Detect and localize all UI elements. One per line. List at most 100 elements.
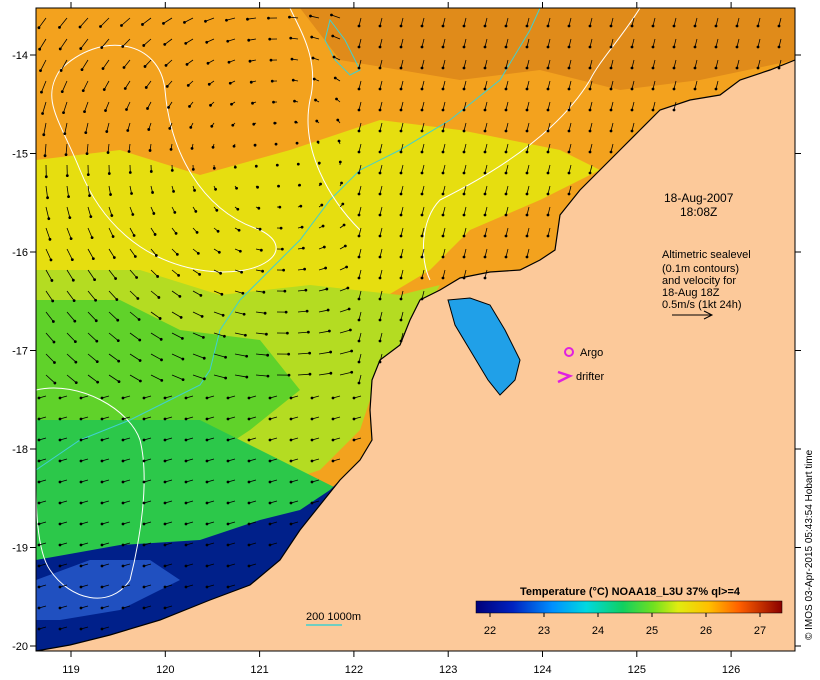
velocity-arrow-head [378, 339, 382, 343]
velocity-arrow-head [37, 396, 41, 400]
velocity-arrow-head [777, 24, 781, 28]
velocity-arrow [185, 38, 194, 44]
velocity-arrow-head [567, 45, 571, 49]
velocity-arrow [129, 248, 136, 257]
velocity-arrow-head [378, 24, 382, 28]
velocity-arrow-head [205, 40, 209, 44]
velocity-arrow [192, 374, 205, 380]
velocity-arrow [213, 332, 225, 337]
velocity-arrow-head [70, 258, 74, 262]
velocity-arrow-head [226, 459, 230, 463]
velocity-arrow-head [314, 98, 317, 102]
velocity-arrow-head [201, 335, 205, 339]
velocity-arrow [213, 353, 226, 358]
velocity-arrow-head [350, 349, 354, 353]
velocity-arrow-head [121, 522, 125, 526]
velocity-arrow [81, 59, 89, 70]
velocity-arrow-head [289, 459, 293, 463]
velocity-arrow-head [378, 318, 382, 322]
velocity-arrow-head [310, 417, 314, 421]
velocity-arrow-head [236, 207, 240, 211]
velocity-arrow-head [199, 293, 203, 297]
velocity-arrow-head [156, 275, 160, 278]
velocity-arrow-head [357, 381, 361, 385]
velocity-arrow [108, 227, 114, 237]
velocity-arrow-head [160, 358, 163, 362]
sealevel-contour [422, 8, 641, 281]
velocity-arrow [87, 290, 96, 301]
velocity-arrow-head [567, 150, 571, 154]
velocity-arrow-head [141, 23, 144, 26]
velocity-arrow-head [338, 160, 342, 164]
velocity-arrow-head [79, 522, 83, 526]
velocity-arrow [87, 227, 93, 238]
velocity-arrow-head [211, 145, 215, 149]
velocity-arrow-head [58, 25, 61, 29]
velocity-arrow-head [268, 37, 272, 41]
velocity-arrow-head [337, 139, 341, 143]
velocity-arrow-head [273, 121, 277, 125]
velocity-arrow [150, 311, 161, 319]
lon-tick-label: 124 [533, 664, 551, 676]
velocity-arrow-head [279, 226, 283, 230]
velocity-arrow-head [378, 45, 382, 49]
velocity-arrow-head [525, 129, 529, 133]
velocity-arrow-head [399, 297, 403, 301]
velocity-arrow-head [67, 195, 70, 199]
velocity-arrow-head [179, 316, 183, 319]
velocity-arrow-head [357, 234, 361, 238]
velocity-arrow [234, 311, 245, 315]
velocity-arrow-head [352, 396, 356, 400]
velocity-arrow [106, 122, 110, 132]
velocity-arrow-head [121, 543, 125, 547]
velocity-arrow-head [525, 24, 529, 28]
velocity-arrow [318, 330, 330, 334]
velocity-arrow-head [546, 213, 550, 217]
velocity-arrow-head [343, 244, 347, 248]
velocity-arrow-head [74, 381, 78, 385]
velocity-arrow-head [202, 356, 206, 360]
velocity-arrow-head [37, 438, 41, 442]
velocity-arrow-head [73, 340, 77, 343]
velocity-arrow-head [51, 299, 55, 303]
velocity-arrow-head [756, 45, 760, 49]
velocity-arrow-head [198, 272, 202, 276]
lon-tick-label: 125 [628, 664, 646, 676]
velocity-arrow-head [58, 417, 62, 421]
velocity-arrow [105, 101, 110, 111]
velocity-arrow-head [504, 24, 508, 28]
velocity-arrow [108, 248, 115, 258]
velocity-arrow-head [138, 359, 142, 362]
velocity-arrow [85, 122, 89, 133]
velocity-arrow-head [137, 318, 141, 321]
velocity-arrow-head [525, 255, 529, 259]
velocity-arrow-head [378, 108, 382, 112]
velocity-arrow-head [81, 89, 85, 92]
velocity-arrow-head [172, 190, 175, 193]
velocity-arrow-head [247, 38, 251, 42]
velocity-arrow-head [357, 276, 361, 280]
velocity-arrow-head [235, 186, 238, 190]
velocity-arrow-head [399, 339, 403, 343]
velocity-arrow-head [693, 24, 697, 28]
velocity-arrow-head [242, 312, 246, 316]
velocity-arrow-head [259, 248, 263, 252]
velocity-arrow-head [232, 144, 236, 148]
velocity-arrow [171, 332, 183, 339]
velocity-arrow-head [525, 45, 529, 49]
velocity-arrow-head [651, 66, 655, 70]
velocity-arrow-head [175, 253, 179, 256]
velocity-arrow [100, 17, 110, 27]
velocity-arrow-head [38, 47, 42, 51]
velocity-arrow-head [231, 123, 235, 127]
velocity-arrow-head [153, 233, 157, 236]
velocity-arrow-head [483, 45, 487, 49]
velocity-arrow-head [284, 310, 288, 314]
velocity-arrow [310, 15, 320, 19]
velocity-arrow-head [735, 24, 739, 28]
velocity-arrow [102, 59, 110, 69]
velocity-arrow-head [295, 141, 299, 145]
velocity-arrow-head [672, 108, 676, 112]
velocity-arrow-head [170, 169, 174, 172]
velocity-arrow [108, 206, 113, 216]
